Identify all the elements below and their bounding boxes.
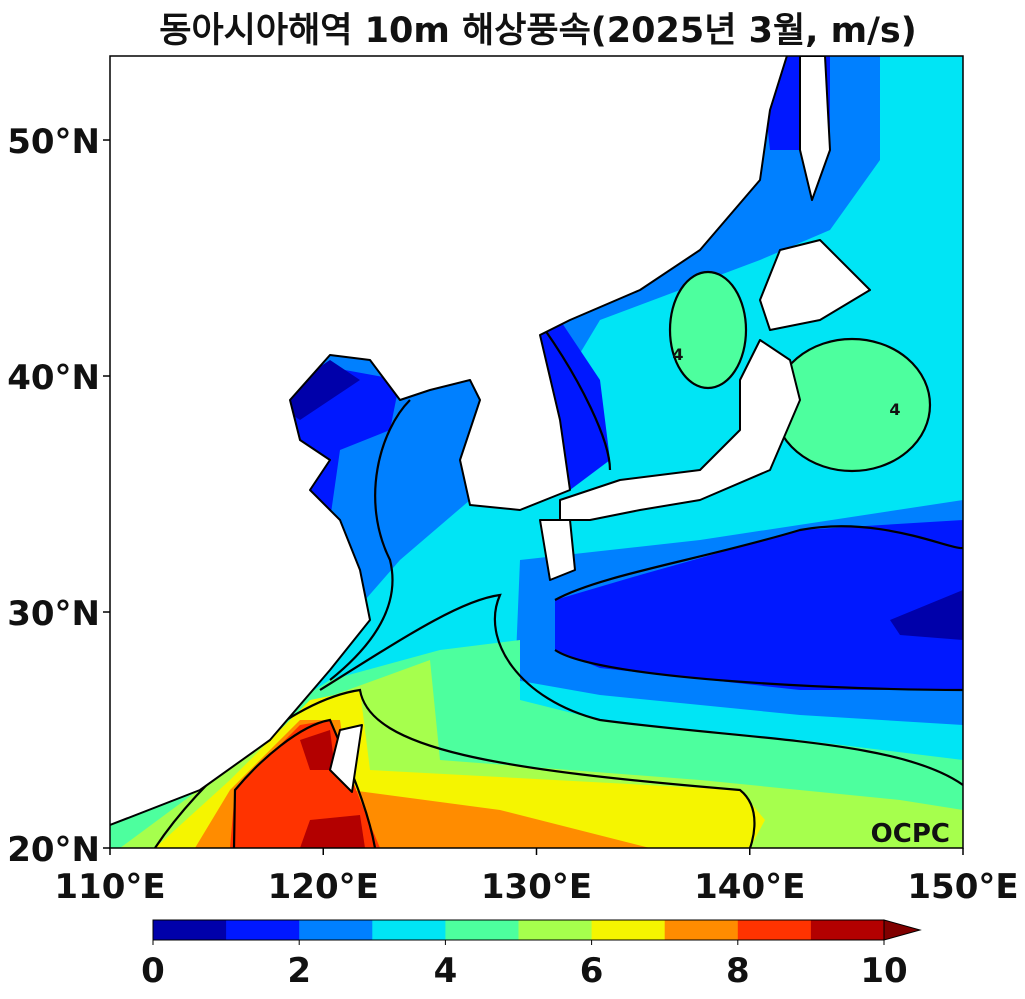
colorbar-swatch bbox=[445, 920, 519, 940]
colorbar-swatch bbox=[153, 920, 227, 940]
watermark: OCPC bbox=[871, 819, 950, 849]
contour-line bbox=[319, 593, 963, 786]
colorbar-swatch bbox=[299, 920, 373, 940]
x-tick-label: 140°E bbox=[694, 867, 805, 907]
land bbox=[539, 519, 576, 581]
x-tick-label: 120°E bbox=[268, 867, 379, 907]
contour-line bbox=[232, 718, 377, 848]
colorbar-swatch bbox=[372, 920, 446, 940]
colorbar-tick-label: 8 bbox=[726, 951, 750, 991]
colorbar-tick-label: 6 bbox=[580, 951, 604, 991]
x-tick-label: 110°E bbox=[54, 867, 165, 907]
colorbar: 0 2 4 6 8 10 bbox=[141, 919, 922, 991]
colorbar-swatch bbox=[664, 920, 739, 940]
contour-line bbox=[668, 270, 748, 390]
y-tick-label: 50°N bbox=[7, 122, 100, 162]
field-region bbox=[230, 720, 380, 848]
field-region bbox=[670, 272, 746, 388]
colorbar-tick-label: 0 bbox=[141, 951, 165, 991]
wind-field: 4 4 OCPC bbox=[110, 56, 963, 849]
colorbar-tick-label: 10 bbox=[860, 951, 907, 991]
field-region bbox=[300, 730, 335, 770]
colorbar-tick-label: 4 bbox=[434, 951, 458, 991]
contour-line bbox=[544, 329, 612, 471]
land bbox=[110, 56, 788, 826]
land bbox=[559, 339, 801, 521]
contour-label: 4 bbox=[672, 345, 683, 364]
contour-line bbox=[554, 525, 963, 692]
y-tick-label: 40°N bbox=[7, 358, 100, 398]
colorbar-tick-label: 2 bbox=[287, 951, 311, 991]
contour-label: 4 bbox=[889, 400, 900, 419]
land bbox=[329, 724, 363, 793]
contour-line bbox=[329, 399, 411, 681]
colorbar-swatch bbox=[226, 920, 300, 940]
field-region bbox=[774, 339, 930, 471]
colorbar-swatch bbox=[518, 920, 593, 940]
axes: 110°E 120°E 130°E 140°E 150°E 20°N 30°N 40°N 50°… bbox=[7, 122, 1018, 907]
colorbar-swatch bbox=[591, 920, 666, 940]
field-region bbox=[270, 360, 360, 420]
land bbox=[759, 239, 871, 331]
colorbar-swatch bbox=[737, 920, 812, 940]
colorbar-swatch bbox=[810, 920, 885, 940]
y-tick-label: 20°N bbox=[7, 830, 100, 870]
field-region bbox=[555, 520, 963, 690]
field-region bbox=[890, 590, 963, 640]
title: 동아시아해역 10m 해상풍속(2025년 3월, m/s) bbox=[159, 11, 916, 51]
y-tick-label: 30°N bbox=[7, 594, 100, 634]
colorbar-frame bbox=[152, 919, 885, 941]
land bbox=[799, 56, 831, 201]
field-region bbox=[300, 815, 365, 848]
x-tick-label: 130°E bbox=[481, 867, 592, 907]
colorbar-extend bbox=[883, 919, 922, 941]
x-tick-label: 150°E bbox=[907, 867, 1018, 907]
